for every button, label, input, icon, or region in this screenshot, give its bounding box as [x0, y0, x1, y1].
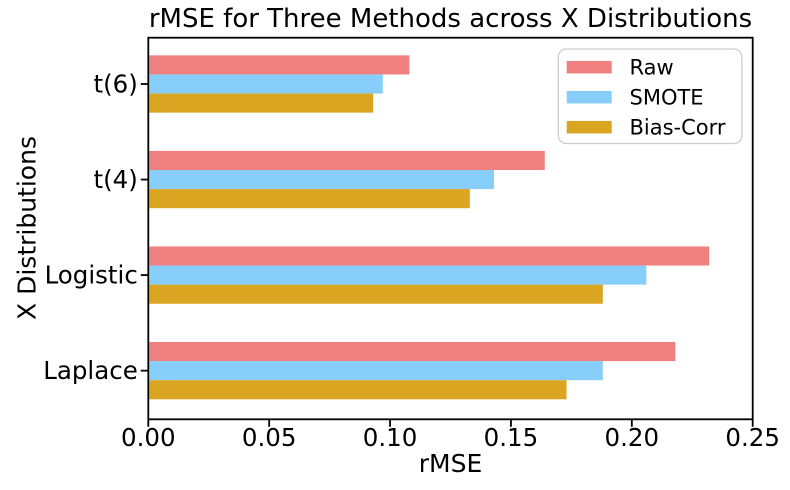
x-tick-label: 0.00: [121, 423, 176, 452]
x-tick-label: 0.15: [484, 423, 539, 452]
bar-smote-laplace: [149, 361, 603, 381]
legend-label: Raw: [630, 56, 674, 80]
legend-label: Bias-Corr: [630, 116, 726, 140]
x-tick-label: 0.05: [242, 423, 297, 452]
bar-smote-logistic: [149, 265, 647, 285]
bar-bias-corr-t4: [149, 189, 470, 209]
legend-swatch-bias-corr: [566, 120, 612, 134]
x-tick-label: 0.10: [363, 423, 418, 452]
bar-bias-corr-laplace: [149, 380, 567, 400]
legend-label: SMOTE: [630, 86, 704, 110]
bar-bias-corr-t6: [149, 93, 374, 113]
chart-title: rMSE for Three Methods across X Distribu…: [148, 4, 753, 34]
y-axis-label-text: X Distributions: [12, 136, 42, 320]
x-tick-label: 0.20: [605, 423, 660, 452]
bar-bias-corr-logistic: [149, 284, 603, 304]
y-tick-label: Logistic: [45, 261, 138, 290]
x-axis-label: rMSE: [418, 449, 483, 478]
y-tick-label: Laplace: [43, 356, 138, 385]
bar-raw-logistic: [149, 246, 710, 266]
plot-box: [147, 36, 754, 421]
legend-swatch-raw: [566, 60, 612, 74]
y-tick-label: t(6): [93, 70, 137, 99]
y-tick-label: t(4): [93, 165, 137, 194]
bar-raw-t6: [149, 55, 410, 75]
legend-swatch-smote: [566, 90, 612, 104]
x-tick-label: 0.25: [725, 423, 780, 452]
bar-raw-laplace: [149, 342, 676, 362]
bar-smote-t4: [149, 170, 495, 190]
bar-raw-t4: [149, 150, 545, 170]
bar-smote-t6: [149, 74, 383, 94]
